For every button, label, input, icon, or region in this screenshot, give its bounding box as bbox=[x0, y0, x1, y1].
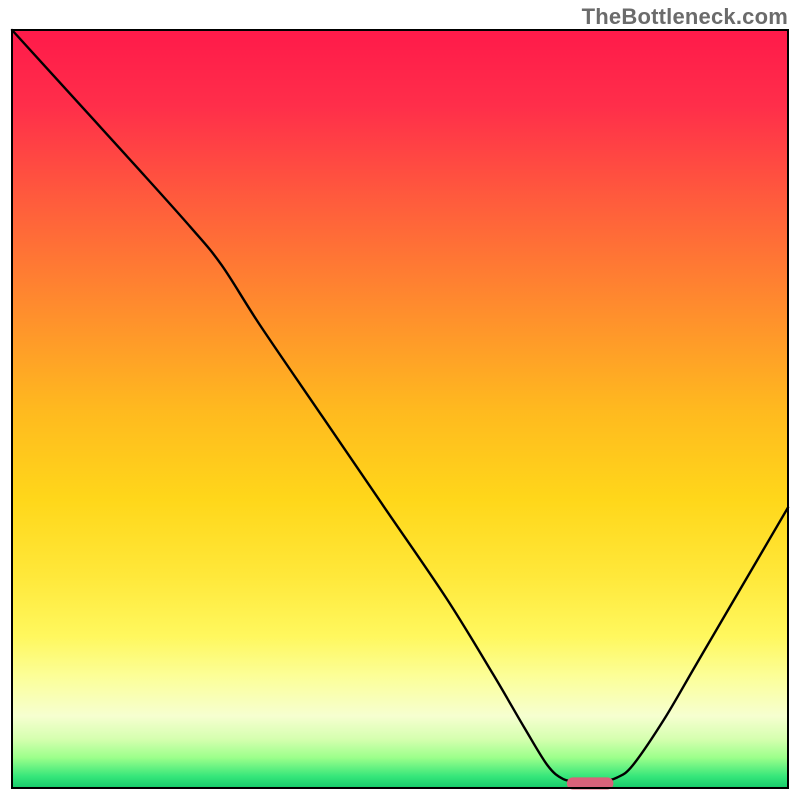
chart-background bbox=[12, 30, 788, 788]
bottleneck-chart: TheBottleneck.com bbox=[0, 0, 800, 800]
chart-svg bbox=[0, 0, 800, 800]
